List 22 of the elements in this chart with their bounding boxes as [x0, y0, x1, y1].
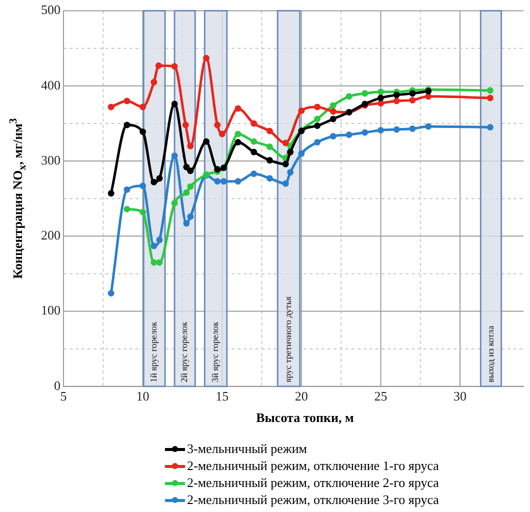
band-label: выход из котла [485, 326, 496, 382]
legend-label: 2-мельничный режим, отключение 1-го яруса [187, 457, 439, 474]
y-tick-label: 500 [41, 2, 60, 18]
y-tick-label: 0 [54, 378, 60, 393]
y-tick-label: 400 [41, 77, 60, 92]
legend-label: 3-мельничный режим [187, 440, 308, 457]
y-tick-label: 100 [41, 302, 60, 318]
x-tick-label: 15 [216, 388, 229, 404]
x-tick-label: 25 [374, 388, 388, 404]
x-axis-title: Высота топки, м [255, 410, 355, 426]
x-tick-label: 10 [136, 388, 150, 404]
x-tick-label: 30 [454, 388, 467, 404]
band-label: ярус третичного дутья [283, 296, 294, 382]
band-label: 1й ярус горелок [148, 321, 159, 382]
y-tick-label: 300 [41, 152, 60, 168]
band-label: 3й ярус горелок [210, 321, 220, 382]
band-label: 2й ярус горелок [179, 321, 190, 382]
legend-label: 2-мельничный режим, отключение 3-го яруса [187, 491, 439, 508]
x-tick-label: 5 [60, 388, 67, 404]
x-tick-label: 20 [294, 388, 308, 404]
y-tick-label: 200 [41, 228, 60, 243]
legend-label: 2-мельничный режим, отключение 2-го яруса [187, 474, 439, 491]
